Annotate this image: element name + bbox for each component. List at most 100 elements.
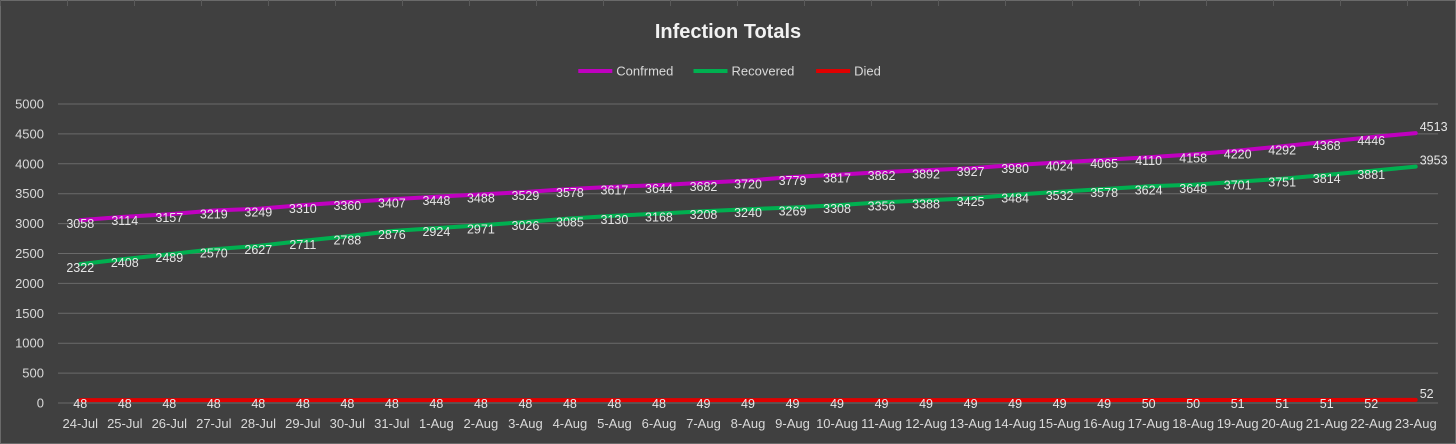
confrmed-data-label: 4220 [1224,148,1252,162]
x-tick-label: 14-Aug [994,416,1036,431]
died-data-label: 49 [741,397,755,411]
confrmed-data-label: 3219 [200,208,228,222]
recovered-data-label: 3240 [734,206,762,220]
confrmed-legend-label: Confrmed [616,64,673,79]
died-data-label: 51 [1320,397,1334,411]
x-axis: 24-Jul 25-Jul 26-Jul 27-Jul 28-Jul 29-Jul 30-J… [63,416,1437,431]
recovered-line [78,164,1418,267]
died-data-label: 48 [162,397,176,411]
legend: Confrmed Recovered Died [578,64,881,79]
x-tick-label: 29-Jul [285,416,321,431]
recovered-data-label: 2876 [378,228,406,242]
recovered-data-label: 3208 [690,208,718,222]
died-data-label: 51 [1231,397,1245,411]
chart-title: Infection Totals [655,21,801,43]
confrmed-data-label: 3360 [333,199,361,213]
died-data-label: 50 [1186,397,1200,411]
recovered-data-label: 2570 [200,246,228,260]
confrmed-data-label: 3578 [556,186,584,200]
recovered-data-label: 3484 [1001,192,1029,206]
died-data-label: 50 [1142,397,1156,411]
x-tick-label: 7-Aug [686,416,721,431]
confrmed-data-label: 3927 [957,165,985,179]
confrmed-data-label: 3448 [422,194,450,208]
confrmed-data-label: 4024 [1046,159,1074,173]
y-tick-label: 3500 [15,186,44,201]
recovered-data-label: 3532 [1046,189,1074,203]
y-tick-label: 3000 [15,216,44,231]
x-tick-label: 18-Aug [1172,416,1214,431]
x-tick-label: 23-Aug [1395,416,1437,431]
x-tick-label: 11-Aug [861,416,902,431]
died-data-label: 49 [964,397,978,411]
x-tick-label: 27-Jul [196,416,232,431]
confrmed-data-label: 3529 [512,189,540,203]
recovered-data-label: 3085 [556,216,584,230]
y-tick-label: 1000 [15,336,44,351]
died-data-label: 49 [786,397,800,411]
y-tick-label: 0 [37,396,44,411]
x-tick-label: 30-Jul [330,416,366,431]
died-data-label: 49 [919,397,933,411]
recovered-data-label: 3701 [1224,179,1252,193]
x-tick-label: 13-Aug [950,416,992,431]
y-tick-label: 5000 [15,97,44,112]
x-tick-label: 22-Aug [1350,416,1392,431]
confrmed-data-label: 3892 [912,167,940,181]
died-data-label: 49 [875,397,889,411]
confrmed-data-label: 3310 [289,202,317,216]
confrmed-data-label: 4110 [1135,154,1162,168]
y-tick-label: 2500 [15,246,44,261]
confrmed-data-label: 3157 [155,211,183,225]
confrmed-data-label: 3114 [111,214,138,228]
died-legend-label: Died [854,64,881,79]
x-tick-label: 17-Aug [1128,416,1170,431]
recovered-data-label: 3388 [912,197,940,211]
y-tick-label: 4500 [15,126,44,141]
y-axis: 0 500 1000 1500 2000 2500 3000 3500 4000 4500 5000 [15,97,44,411]
recovered-data-label: 2627 [244,243,272,257]
x-tick-label: 26-Jul [152,416,188,431]
x-tick-label: 12-Aug [905,416,947,431]
confrmed-data-label: 3779 [779,174,807,188]
recovered-data-label: 3356 [868,199,896,213]
x-tick-label: 1-Aug [419,416,454,431]
recovered-data-label: 3648 [1179,182,1207,196]
confrmed-data-label: 3720 [734,178,762,192]
recovered-data-label: 2788 [333,233,361,247]
x-tick-label: 8-Aug [731,416,766,431]
recovered-data-label: 2408 [111,256,139,270]
confrmed-data-label: 4513 [1420,120,1448,134]
confrmed-data-label: 3644 [645,182,673,196]
recovered-data-label: 3624 [1135,183,1163,197]
died-data-label: 48 [340,397,354,411]
died-data-label: 48 [118,397,132,411]
recovered-data-label: 3026 [512,219,540,233]
died-data-label: 49 [1097,397,1111,411]
confrmed-data-label: 3488 [467,191,495,205]
y-tick-label: 500 [22,366,44,381]
died-data-label: 52 [1420,387,1434,401]
died-data-label: 48 [652,397,666,411]
x-tick-label: 19-Aug [1217,416,1259,431]
confrmed-data-label: 4292 [1268,143,1296,157]
confrmed-data-label: 3407 [378,196,406,210]
confrmed-data-label: 4158 [1179,151,1207,165]
recovered-data-label: 3308 [823,202,851,216]
recovered-data-label: 3881 [1357,168,1385,182]
died-data-label: 48 [563,397,577,411]
x-tick-label: 21-Aug [1306,416,1348,431]
x-tick-label: 6-Aug [642,416,677,431]
x-tick-label: 15-Aug [1039,416,1081,431]
died-data-label: 48 [251,397,265,411]
series-lines [78,131,1418,403]
x-tick-label: 31-Jul [374,416,410,431]
died-data-label: 49 [697,397,711,411]
confrmed-data-label: 3617 [601,184,629,198]
recovered-data-label: 3814 [1313,172,1341,186]
recovered-data-label: 2971 [467,222,495,236]
died-data-label: 48 [296,397,310,411]
confrmed-data-label: 4368 [1313,139,1341,153]
x-tick-label: 20-Aug [1261,416,1303,431]
